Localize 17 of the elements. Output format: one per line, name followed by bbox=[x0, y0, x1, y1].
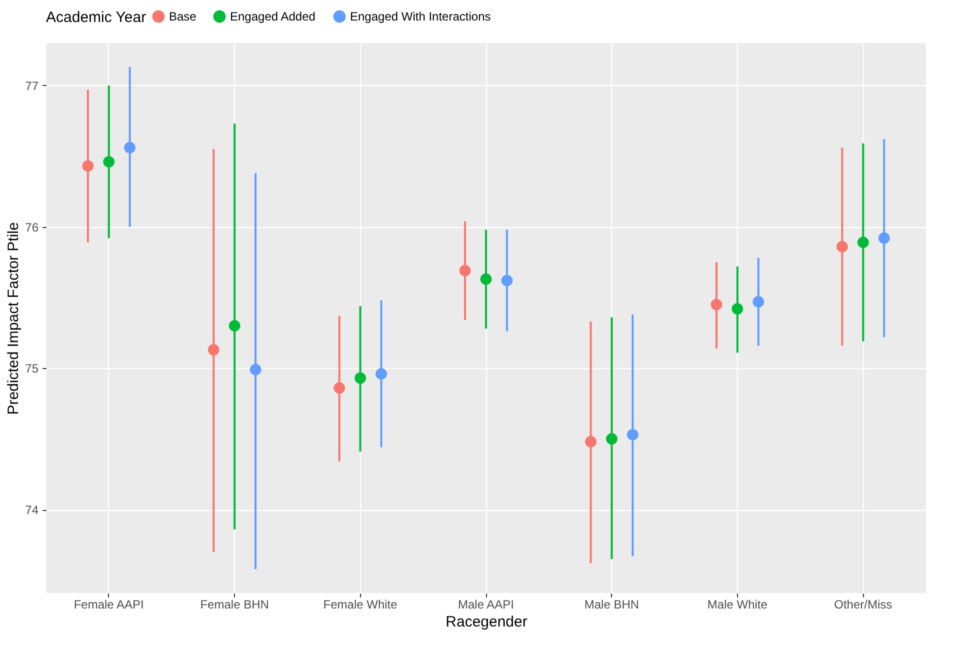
y-tick-label: 75 bbox=[25, 362, 39, 376]
x-tick-label: Female BHN bbox=[200, 598, 269, 612]
x-axis-title: Racegender bbox=[446, 614, 528, 630]
y-tick-label: 76 bbox=[25, 220, 39, 234]
x-tick-label: Female AAPI bbox=[74, 598, 144, 612]
legend-title: Academic Year bbox=[46, 9, 146, 26]
y-tick-label: 74 bbox=[25, 503, 39, 518]
legend-label: Engaged With Interactions bbox=[350, 10, 491, 24]
legend-label: Base bbox=[169, 10, 197, 24]
x-tick-label: Female White bbox=[323, 598, 398, 612]
x-tick-label: Other/Miss bbox=[834, 598, 892, 612]
legend-label: Engaged Added bbox=[230, 10, 316, 24]
x-tick-label: Male AAPI bbox=[458, 598, 514, 612]
x-tick-label: Male White bbox=[707, 598, 768, 612]
y-tick-label: 77 bbox=[25, 78, 39, 93]
x-tick-label: Male BHN bbox=[584, 598, 640, 612]
y-axis-title: Predicted Impact Factor Ptile bbox=[5, 222, 22, 415]
